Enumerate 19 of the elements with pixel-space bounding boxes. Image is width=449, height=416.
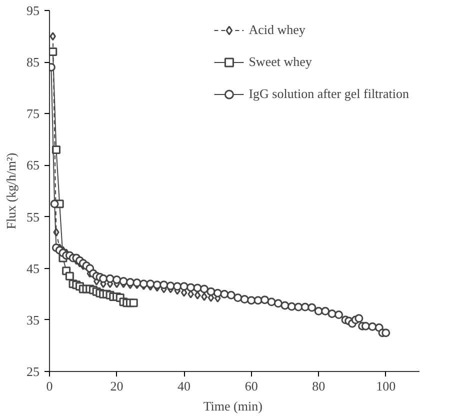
legend-label: Sweet whey	[248, 54, 312, 70]
x-tick-label: 0	[46, 378, 53, 394]
x-axis-title: Time (min)	[203, 398, 262, 414]
y-axis-title: Flux (kg/h/m²)	[4, 152, 18, 230]
legend-label: Acid whey	[248, 22, 306, 38]
y-tick-label: 45	[26, 260, 40, 276]
y-tick-label: 35	[26, 312, 40, 328]
y-tick-label: 25	[26, 364, 40, 379]
x-tick-label: 80	[312, 378, 326, 394]
x-tick-label: 100	[376, 378, 396, 394]
y-tick-label: 75	[26, 106, 40, 122]
x-tick-label: 40	[178, 378, 191, 394]
y-tick-label: 85	[26, 54, 40, 70]
y-tick-label: 55	[26, 209, 40, 224]
y-tick-label: 95	[26, 3, 40, 18]
x-tick-label: 60	[244, 378, 258, 394]
x-tick-label: 20	[110, 378, 124, 394]
y-tick-label: 65	[26, 158, 40, 173]
legend-label: IgG solution after gel filtration	[248, 86, 409, 102]
